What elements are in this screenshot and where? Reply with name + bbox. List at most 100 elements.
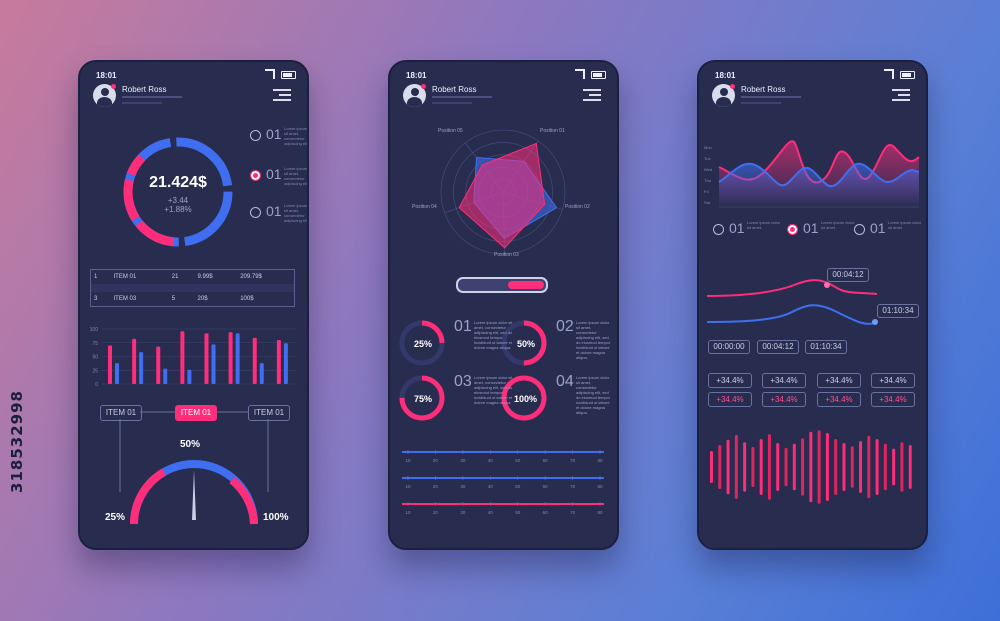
bar [204,333,209,384]
slider-tick-label: 20 [433,510,439,515]
time-pill[interactable]: 00:04:12 [757,340,799,354]
progress-rings [399,320,547,421]
progress-ring-fill [501,375,547,421]
user-meta-bar [741,96,801,98]
wave-day-label: Tue [704,156,711,161]
avatar-badge [111,84,116,89]
menu-icon[interactable] [273,89,291,104]
time-tag: 01:10:34 [877,304,919,318]
avatar-badge [730,84,735,89]
slider-tick-label: 40 [488,510,494,515]
bar [180,331,185,384]
donut-value: 21.424$ [149,174,207,191]
user-name: Robert Ross [432,85,477,94]
gauge-top-label: 50% [180,439,201,450]
avatar[interactable] [712,84,735,107]
item-tab-active[interactable]: ITEM 01 [175,405,217,421]
bar [156,346,161,384]
equalizer-bar [859,441,863,493]
battery-icon [281,71,296,79]
stat-pill[interactable]: +34.4% [817,373,861,388]
line-blue-point [872,319,878,325]
time-tag: 00:04:12 [827,268,869,282]
y-tick-label: 25 [92,368,98,374]
y-tick-label: 100 [90,327,99,333]
donut-delta: +1.88% [164,205,192,214]
progress-ring-fill [501,320,547,366]
slider-tick-label: 30 [460,510,466,515]
slider-tick-label: 70 [570,484,576,489]
stat-pill[interactable]: +34.4% [708,392,752,407]
slider-tick-label: 60 [543,458,549,463]
time-pill[interactable]: 00:00:00 [708,340,750,354]
line-pink-point [824,282,830,288]
slider-tick-label: 10 [405,458,411,463]
gauge-needle [192,470,196,520]
menu-icon[interactable] [892,89,910,104]
stat-pill[interactable]: +34.4% [708,373,752,388]
phone-dashboard-3: 18:01 Robert Ross Mon Tue Wed Thu Fri Sat 01 L… [697,60,928,550]
donut-chart [123,137,233,247]
radar-axis-label: Position 03 [494,252,519,258]
progress-num: 04 [556,373,574,390]
avatar[interactable] [403,84,426,107]
bar [108,345,112,384]
radio-icon [787,224,798,235]
slider-tick-label: 40 [488,484,494,489]
wave-day-labels: Mon Tue Wed Thu Fri Sat [704,142,724,208]
item-tab[interactable]: ITEM 01 [248,405,290,421]
location-icon [884,69,894,79]
wave-day-label: Thu [704,178,711,183]
slider-tick-label: 80 [597,458,603,463]
menu-icon[interactable] [583,89,601,104]
radar-chart [440,129,566,255]
stat-pill[interactable]: +34.4% [762,373,806,388]
slider-tick-label: 20 [433,484,439,489]
gauge-right-label: 100% [263,512,289,523]
stat-pill[interactable]: +34.4% [762,392,806,407]
progress-num: 02 [556,318,574,335]
items-table: 1 ITEM 01 21 9.99$ 209.79$ 3 ITEM 03 5 20$ 100$ [90,269,295,307]
bar [276,340,281,384]
progress-pct: 100% [514,394,538,404]
line-blue [706,304,878,325]
line-pink [706,279,878,297]
time-pill[interactable]: 01:10:34 [805,340,847,354]
radar-axis-label: Position 01 [540,128,565,134]
wave-area-blue [719,163,919,207]
user-meta-bar [122,102,162,104]
equalizer-bar [801,438,805,496]
bar [228,332,233,384]
slider-tick-label: 30 [460,458,466,463]
equalizer-bar [751,447,755,487]
radar-series [458,142,546,249]
equalizer-bar [759,439,763,495]
slider-tick-label: 50 [515,458,521,463]
stat-pill[interactable]: +34.4% [871,392,915,407]
bar [283,343,288,384]
equalizer-bar [834,439,838,495]
stat-pill[interactable]: +34.4% [817,392,861,407]
range-sliders: 10 20 30 40 50 60 70 80 10 20 30 40 50 60 70 80 10 20 30 40… [402,450,604,515]
progress-pct: 75% [414,394,433,404]
progress-ring-fill [399,320,445,366]
radar-grid-ring [440,129,566,255]
avatar[interactable] [93,84,116,107]
progress-desc: Lorem ipsum dolor sit amet, consectetur … [576,375,611,415]
equalizer-bar [892,448,896,486]
equalizer-bar [743,442,747,492]
wave-day-label: Wed [704,167,713,172]
stat-pill[interactable]: +34.4% [871,373,915,388]
equalizer-bar [776,443,780,491]
status-time: 18:01 [715,71,736,80]
user-name: Robert Ross [741,85,786,94]
toggle-switch[interactable] [456,277,548,293]
item-tab[interactable]: ITEM 01 [100,405,142,421]
bar [163,368,168,384]
equalizer-chart [710,430,912,504]
slider-tick-label: 80 [597,484,603,489]
progress-ring-fill [399,375,445,421]
table-row: 3 ITEM 03 5 20$ 100$ [94,296,254,302]
wave-line-pink [718,140,920,184]
gauge-left-label: 25% [105,512,126,523]
